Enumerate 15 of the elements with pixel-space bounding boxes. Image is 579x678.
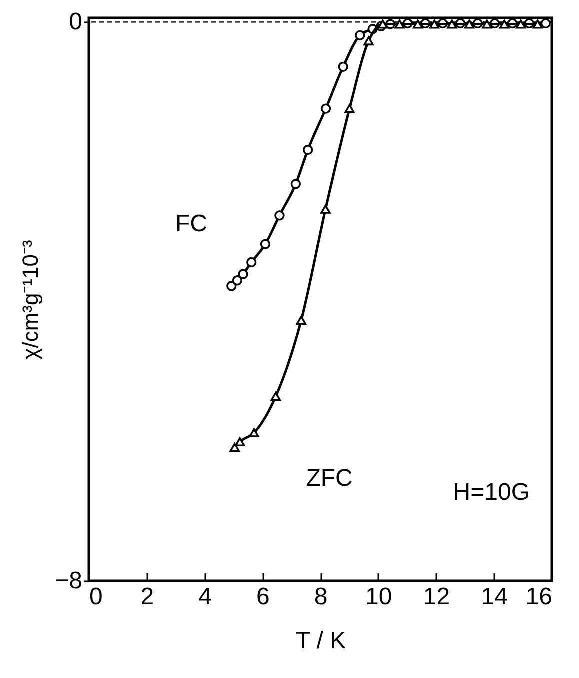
x-tick-label: 12 [423, 584, 450, 610]
text: ZFC [306, 464, 353, 492]
x-axis-title: T / K [296, 628, 346, 654]
x-tick-label: 10 [366, 584, 392, 610]
x-tick-label: 2 [140, 584, 154, 610]
x-tick-label: 0 [90, 584, 103, 610]
x-tick-label: 4 [198, 584, 212, 610]
x-tick-label: 6 [256, 584, 270, 610]
series-label: FC [176, 210, 208, 238]
y-tick-label: −8 [55, 568, 82, 594]
x-tick-label: 16 [526, 584, 552, 610]
x-tick-label: 14 [481, 584, 508, 610]
y-axis-title: χ/cm³g⁻¹10⁻³ [18, 240, 44, 360]
annotation: H=10G [453, 479, 530, 506]
x-tick-label: 8 [314, 584, 328, 610]
